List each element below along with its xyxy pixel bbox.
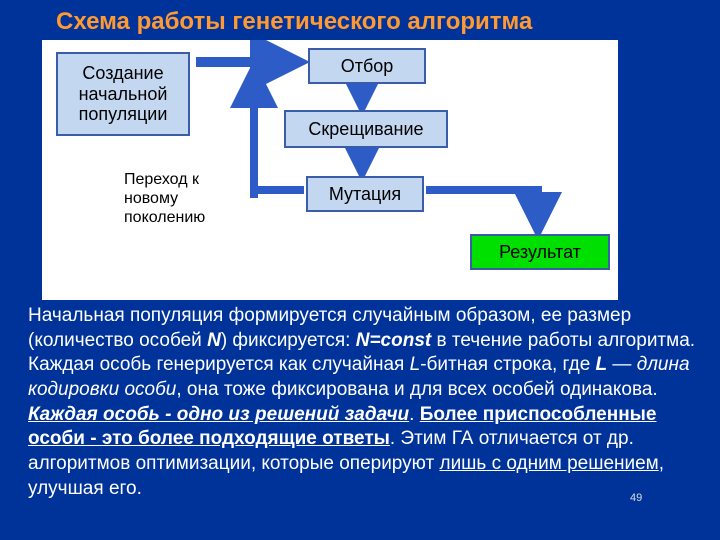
body-text: Начальная популяция формируется случайны… (28, 304, 700, 502)
page-number: 49 (630, 492, 642, 504)
body-segment: , она тоже фиксирована и для всех особей… (176, 379, 657, 400)
body-segment: L (410, 354, 421, 375)
diagram-area: Создание начальной популяции Отбор Скрещив… (42, 40, 618, 300)
node-selection: Отбор (308, 48, 426, 84)
body-segment: L (596, 354, 608, 375)
body-segment: N=const (356, 330, 432, 351)
transition-label: Переход к новому поколению (124, 170, 205, 228)
body-segment: N (207, 330, 221, 351)
node-mutation: Мутация (306, 176, 424, 212)
body-segment: Каждая особь - одно из решений задачи (28, 404, 409, 425)
body-segment: лишь с одним решением (439, 453, 658, 474)
body-segment: ) фиксируется: (221, 330, 356, 351)
body-segment: . (409, 404, 420, 425)
slide-title: Схема работы генетического алгоритма (56, 8, 532, 36)
body-segment: — (607, 354, 637, 375)
node-create: Создание начальной популяции (56, 52, 190, 136)
arrow-mutation-to-result (426, 190, 538, 232)
slide-root: Схема работы генетического алгоритма Соз… (0, 0, 720, 540)
node-crossover: Скрещивание (284, 110, 448, 148)
node-result: Результат (470, 234, 610, 270)
body-segment: -битная строка, где (420, 354, 595, 375)
